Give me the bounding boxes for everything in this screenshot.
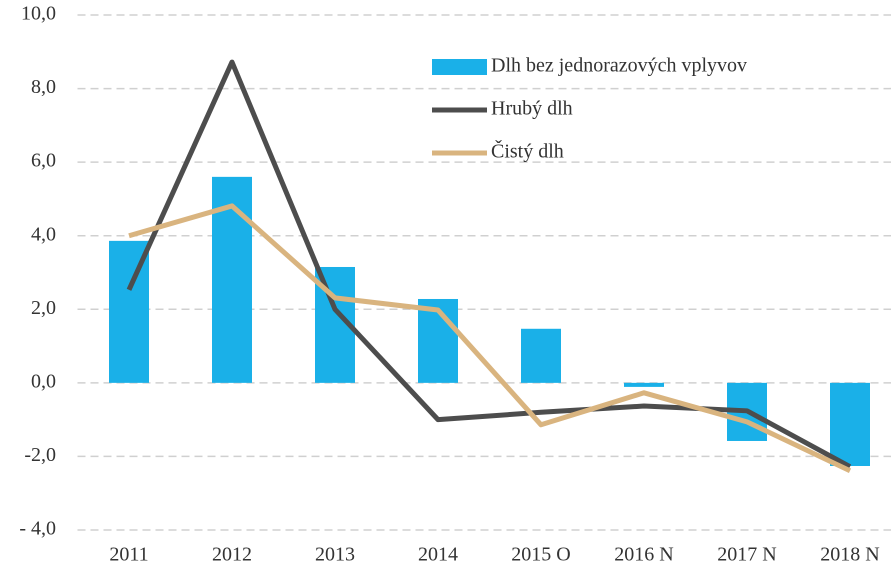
x-tick-label: 2017 N [717,544,776,566]
y-tick-label: 8,0 [31,76,56,98]
legend-label: Dlh bez jednorazových vplyvov [491,55,747,77]
y-tick-label: 6,0 [31,150,56,172]
x-tick-label: 2011 [109,544,148,566]
line [128,203,852,474]
x-tick-label: 2018 N [820,544,879,566]
x-tick-label: 2016 N [614,544,673,566]
y-tick-label: 0,0 [31,370,56,392]
y-tick-label: - 4,0 [19,518,56,540]
line [126,59,852,469]
legend-swatch [432,59,487,75]
y-tick-label: 2,0 [31,297,56,319]
bar [624,382,664,387]
x-tick-label: 2014 [418,544,458,566]
y-tick-label: 4,0 [31,223,56,245]
legend-label: Čistý dlh [491,139,564,163]
x-tick-label: 2015 O [511,544,570,566]
legend-label: Hrubý dlh [491,98,573,120]
y-tick-label: 10,0 [21,3,56,25]
bar [830,382,870,466]
bar [521,328,561,383]
x-tick-label: 2013 [315,544,355,566]
y-tick-label: -2,0 [24,444,56,466]
x-tick-label: 2012 [212,544,252,566]
